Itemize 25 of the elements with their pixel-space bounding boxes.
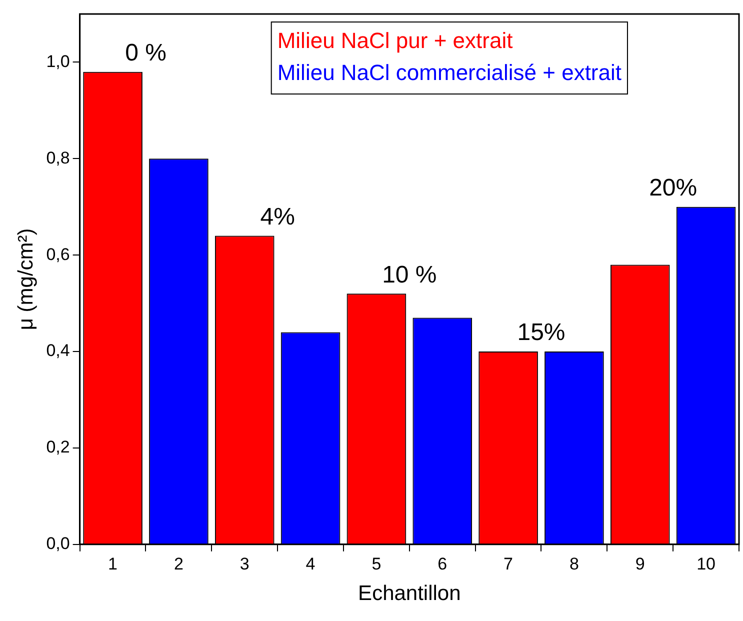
x-tick-label: 3	[240, 554, 250, 574]
text: Milieu NaCl commercialisé + extrait	[277, 60, 622, 86]
y-tick-label: 0,2	[46, 438, 70, 457]
y-axis-title: μ (mg/cm²)	[14, 228, 38, 330]
x-tick-label: 10	[696, 554, 716, 574]
annotation: 4%	[260, 203, 295, 230]
y-tick-label: 0,6	[46, 244, 70, 264]
x-tick-label: 1	[108, 554, 118, 574]
y-tick-label: 0,4	[46, 341, 70, 360]
text: Milieu NaCl pur + extrait	[277, 28, 513, 54]
annotation: 15%	[517, 319, 566, 346]
y-tick-label: 1,0	[46, 52, 70, 71]
x-tick-label: 8	[569, 554, 579, 574]
annotation: 0 %	[125, 39, 166, 66]
x-tick-label: 9	[635, 554, 645, 574]
annotation: 10 %	[382, 261, 437, 288]
x-tick-label: 7	[504, 554, 514, 574]
y-tick-label: 0,8	[46, 148, 70, 168]
x-tick-label: 5	[372, 554, 382, 574]
x-tick-label: 4	[306, 554, 316, 574]
x-tick-label: 2	[174, 554, 184, 574]
x-tick-label: 6	[438, 554, 448, 574]
y-tick-label: 0,0	[46, 534, 70, 554]
annotation: 20%	[649, 174, 698, 202]
x-axis-title: Echantillon	[358, 582, 461, 606]
